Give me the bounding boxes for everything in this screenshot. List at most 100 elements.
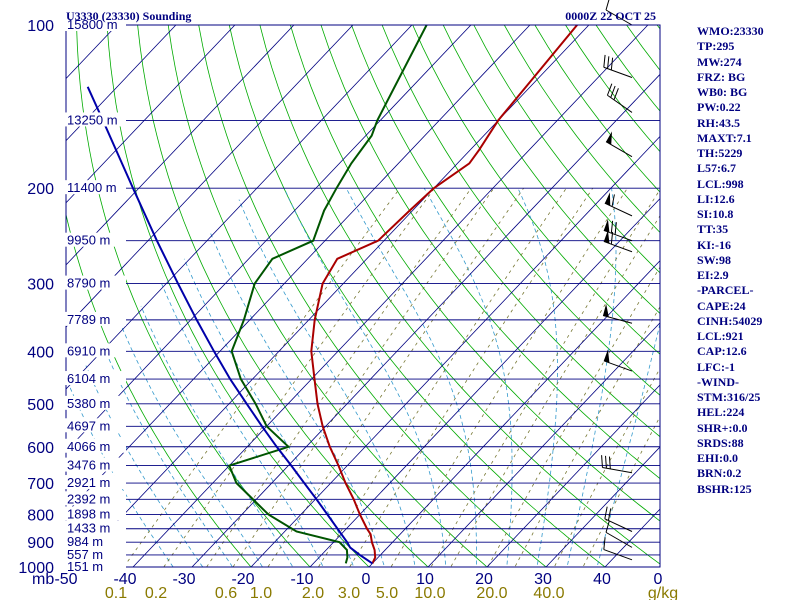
sounding-indices-panel: WMO:23330 TP:295 MW:274 FRZ: BG WB0: BG PW:0.… (697, 24, 800, 497)
height-label-background (64, 546, 126, 561)
height-label: 8790 m (67, 276, 110, 291)
height-label-background (64, 275, 126, 290)
wind-barbs (601, 0, 633, 561)
height-label: 557 m (67, 547, 103, 562)
dry-adiabat-line (66, 212, 252, 567)
wind-barb (605, 0, 633, 26)
isotherm-line (545, 446, 660, 567)
sounding-index: WB0: BG (697, 85, 748, 99)
wind-barb-staff (603, 549, 633, 561)
sounding-index: CINH:54029 (697, 313, 763, 328)
wind-barb (606, 83, 633, 113)
sounding-index: KI:-16 (697, 237, 731, 252)
wind-barb (603, 537, 633, 561)
pressure-tick-label: 800 (27, 507, 54, 524)
temperature-tick-label: 20 (475, 571, 493, 588)
wind-barb-flag (610, 220, 614, 234)
wind-barb-pennant (603, 303, 609, 318)
sounding-index: EHI:0.0 (697, 451, 739, 465)
isotherm-line (66, 25, 354, 328)
wind-barb-flag (603, 537, 606, 550)
sounding-index: SRDS:88 (697, 435, 744, 450)
sounding-index: SI:10.8 (697, 207, 734, 221)
wind-barb (602, 303, 633, 324)
wind-barb-pennant (603, 349, 610, 363)
temperature-tick-labels: -50 -40 -30 -20 -10 0 10 20 30 40 0 (54, 571, 662, 588)
height-label-background (64, 232, 126, 247)
sounding-index: LFC:-1 (697, 359, 735, 374)
wind-barb (605, 520, 633, 548)
dry-adiabat-line (290, 25, 660, 522)
wind-barb-pennant (603, 219, 610, 233)
height-label: 2921 m (67, 475, 110, 490)
wind-barb-pennant (606, 131, 613, 145)
height-label: 13250 m (67, 112, 118, 127)
isotherm-line (309, 197, 660, 567)
mixing-ratio-line (232, 187, 495, 567)
wind-barb-flag (606, 83, 613, 96)
isotherm-line (66, 25, 295, 266)
temperature-tick-label: 40 (593, 571, 611, 588)
wind-barb-flag (610, 57, 614, 71)
wind-barb-staff (602, 467, 633, 474)
dry-adiabat-line (198, 25, 547, 567)
wind-barb (601, 455, 633, 474)
height-label: 6104 m (67, 371, 110, 386)
height-label: 1898 m (67, 506, 110, 521)
mixing-ratio-tick-label: 2.0 (302, 585, 324, 600)
mixing-ratio-line (267, 187, 524, 567)
moist-adiabat-line (161, 283, 324, 567)
wind-barb-flag (604, 506, 608, 519)
wind-barb-pennant (604, 192, 611, 206)
height-label: 1433 m (67, 521, 110, 536)
wind-barb (604, 192, 633, 217)
isotherm-line (66, 25, 236, 204)
temperature-tick-label: -40 (113, 571, 136, 588)
dry-adiabat-line (442, 25, 660, 315)
wind-barb-flag (613, 88, 619, 101)
moist-adiabat-line (121, 326, 263, 567)
height-label-background (64, 180, 126, 195)
moist-adiabat-line (345, 188, 477, 567)
mixing-ratio-tick-label: g/kg (648, 585, 678, 600)
height-label-background (64, 311, 126, 326)
wind-barb-staff (607, 94, 633, 113)
pressure-tick-label: 1000 (18, 560, 54, 577)
height-label-background (64, 17, 126, 31)
mixing-ratio-line (450, 214, 660, 567)
sounding-index: CAPE:24 (697, 298, 746, 313)
temperature-tick-label: -20 (231, 571, 254, 588)
mixing-ratio-line (430, 188, 660, 567)
wind-barb-staff (603, 66, 633, 78)
height-label-background (64, 506, 126, 521)
temperature-tick-label: -10 (290, 571, 313, 588)
sounding-index: LCL:998 (697, 176, 744, 191)
sounding-index: LCL:921 (697, 329, 744, 343)
mixing-ratio-line (163, 187, 435, 567)
moist-adiabat-line (238, 199, 416, 567)
wind-barb-flag (605, 0, 610, 11)
sounding-index: RH:43.5 (697, 115, 740, 130)
sounding-index: PW:0.22 (697, 100, 741, 115)
pressure-tick-label: 100 (27, 18, 54, 35)
height-label-background (64, 395, 126, 410)
wind-barb (604, 506, 633, 532)
mixing-ratio-line (390, 187, 628, 567)
height-label-background (64, 559, 126, 573)
temperature-tick-label: -30 (172, 571, 195, 588)
height-label-background (64, 371, 126, 386)
sounding-index: L57:6.7 (697, 161, 736, 176)
moist-adiabat-line (596, 321, 660, 567)
sounding-index: EI:2.9 (697, 268, 729, 282)
mixing-ratio-tick-label: 20.0 (476, 585, 507, 600)
mixing-ratio-tick-label: 40.0 (533, 585, 564, 600)
wind-barb (603, 219, 633, 242)
height-label-background (64, 475, 126, 490)
dry-adiabat-line (351, 25, 660, 438)
sounding-index: MAXT:7.1 (697, 130, 752, 145)
wind-barb-flag (607, 508, 612, 521)
sounding-index: FRZ: BG (697, 69, 746, 84)
sounding-index: STM:316/25 (697, 390, 761, 404)
wind-barb (605, 131, 633, 158)
